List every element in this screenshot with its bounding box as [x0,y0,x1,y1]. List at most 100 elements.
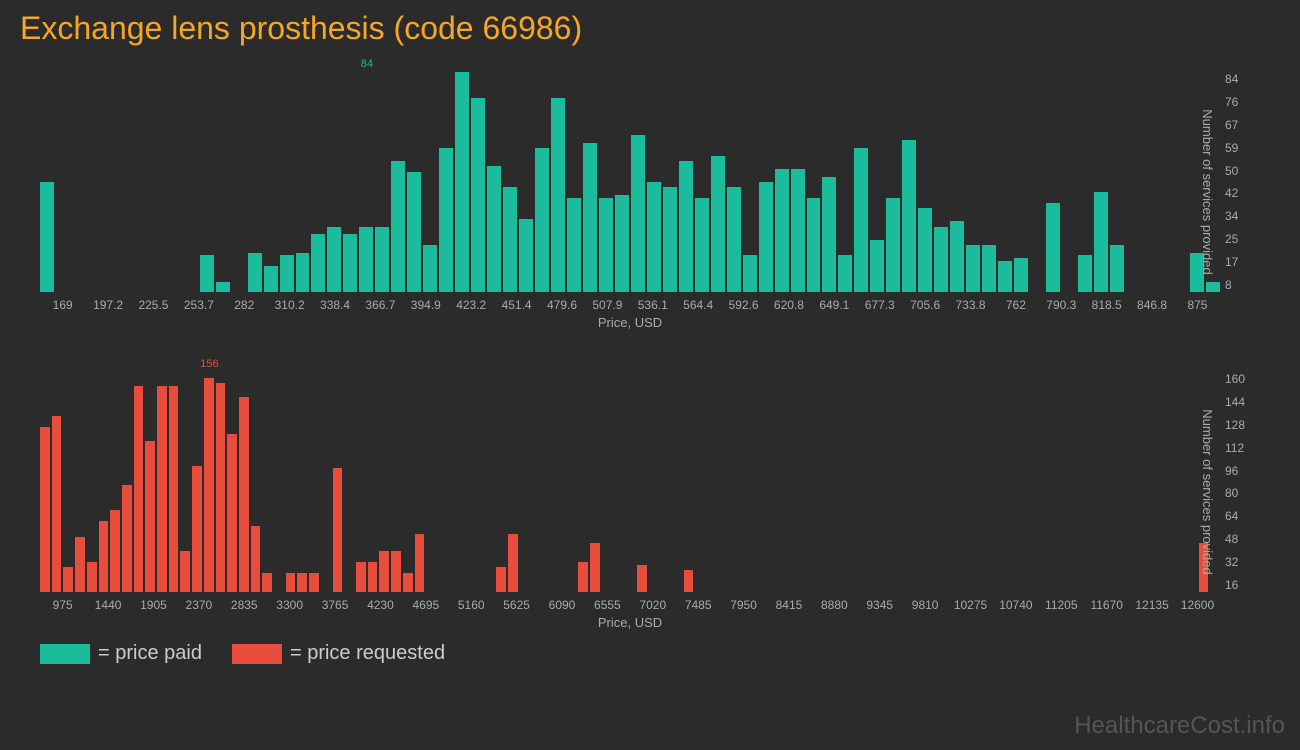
y-axis-paid: 8172534425059677684 [1225,72,1265,292]
bar [998,261,1012,292]
chart-requested: 156 975144019052370283533003765423046955… [40,352,1220,632]
bar [297,573,307,592]
bar [391,161,405,292]
y-tick: 16 [1225,578,1265,592]
y-axis-title-requested: Number of services provided [1200,409,1215,574]
bar [567,198,581,292]
legend: = price paid = price requested [0,632,1300,675]
x-tick: 10740 [993,598,1038,612]
chart-paid-container: 84 169197.2225.5253.7282310.2338.4366.73… [20,52,1280,332]
y-tick: 50 [1225,164,1265,178]
bar [496,567,506,592]
bar [423,245,437,292]
plot-area-requested [40,372,1220,592]
bar [535,148,549,292]
x-tick: 282 [222,298,267,312]
x-tick: 762 [993,298,1038,312]
legend-item-requested: = price requested [232,642,445,665]
x-axis-requested: 9751440190523702835330037654230469551605… [40,598,1220,612]
bar [379,551,389,592]
bar [663,187,677,292]
y-tick: 48 [1225,532,1265,546]
x-tick: 197.2 [85,298,130,312]
bar [204,378,214,593]
bar [684,570,694,592]
bar [695,198,709,292]
y-tick: 42 [1225,186,1265,200]
bar [711,156,725,292]
y-tick: 17 [1225,255,1265,269]
x-tick: 451.4 [494,298,539,312]
bar [286,573,296,592]
bar [75,537,85,592]
y-tick: 96 [1225,464,1265,478]
x-tick: 507.9 [585,298,630,312]
x-tick: 2370 [176,598,221,612]
bar [439,148,453,292]
watermark: HealthcareCost.info [1074,712,1285,740]
x-tick: 338.4 [312,298,357,312]
x-tick: 3765 [312,598,357,612]
y-axis-requested: 163248648096112128144160 [1225,372,1265,592]
bar [599,198,613,292]
bar [743,255,757,292]
bar [982,245,996,292]
bar [63,567,73,592]
bar [1046,203,1060,292]
y-tick: 160 [1225,372,1265,386]
peak-label-paid: 84 [361,58,373,70]
x-tick: 733.8 [948,298,993,312]
bar [327,227,341,292]
bar [471,98,485,292]
peak-label-requested: 156 [200,358,218,370]
chart-requested-container: 156 975144019052370283533003765423046955… [20,352,1280,632]
bar [359,227,373,292]
x-tick: 564.4 [675,298,720,312]
bar [251,526,261,592]
bar [775,169,789,292]
bar [759,182,773,292]
y-tick: 80 [1225,486,1265,500]
bar [727,187,741,292]
bar [122,485,132,592]
bar [1078,255,1092,292]
y-tick: 67 [1225,118,1265,132]
bar [631,135,645,292]
bar [368,562,378,592]
x-tick: 423.2 [449,298,494,312]
x-tick: 6555 [585,598,630,612]
legend-item-paid: = price paid [40,642,202,665]
bar [309,573,319,592]
bar [822,177,836,292]
bar [838,255,852,292]
x-axis-title-requested: Price, USD [598,615,662,630]
x-tick: 225.5 [131,298,176,312]
y-tick: 59 [1225,141,1265,155]
bar [487,166,501,292]
bar [333,468,343,592]
bar [180,551,190,592]
bar [356,562,366,592]
y-tick: 84 [1225,72,1265,86]
y-axis-title-paid: Number of services provided [1200,109,1215,274]
x-tick: 1440 [85,598,130,612]
x-tick: 169 [40,298,85,312]
x-tick: 6090 [539,598,584,612]
bar [966,245,980,292]
bar [918,208,932,292]
bar [134,386,144,592]
bar [615,195,629,292]
x-tick: 4230 [358,598,403,612]
x-tick: 536.1 [630,298,675,312]
bar [519,219,533,292]
chart-paid: 84 169197.2225.5253.7282310.2338.4366.73… [40,52,1220,332]
plot-area-paid [40,72,1220,292]
bar [503,187,517,292]
bar [902,140,916,292]
bar [551,98,565,292]
x-tick: 12135 [1129,598,1174,612]
x-tick: 790.3 [1039,298,1084,312]
x-axis-paid: 169197.2225.5253.7282310.2338.4366.7394.… [40,298,1220,312]
bar [578,562,588,592]
bar [169,386,179,592]
